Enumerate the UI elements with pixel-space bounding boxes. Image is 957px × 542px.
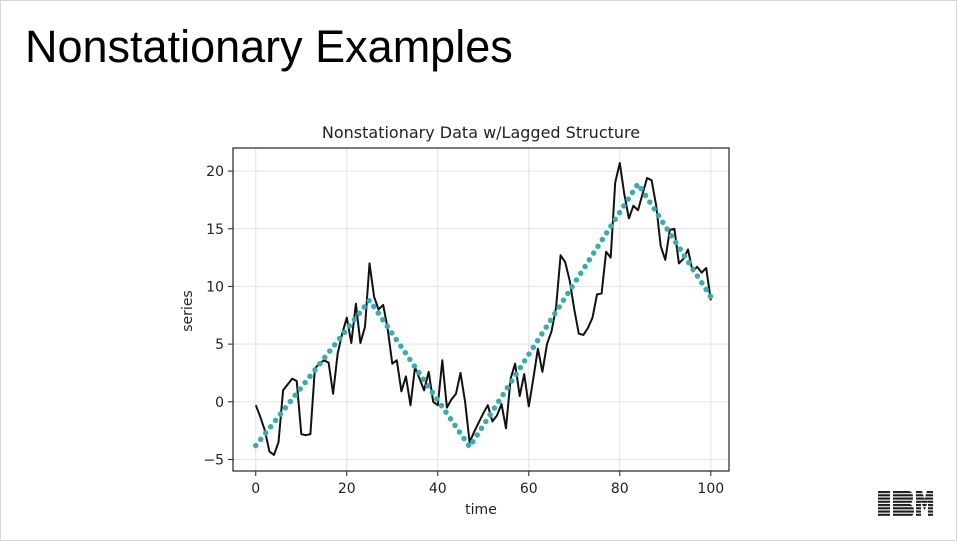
y-axis-label: series <box>180 290 196 331</box>
ticks: 0 20 40 60 80 100 −5 0 5 10 15 20 <box>203 164 724 497</box>
grid <box>233 148 729 471</box>
trend-line-dotted <box>253 181 714 450</box>
x-tick-label: 80 <box>611 481 629 497</box>
slide-title: Nonstationary Examples <box>25 21 513 72</box>
x-tick-label: 60 <box>520 481 538 497</box>
series-line <box>254 162 712 456</box>
x-tick-label: 100 <box>697 481 724 497</box>
y-tick-label: −5 <box>203 452 224 468</box>
y-tick-label: 15 <box>206 222 224 238</box>
y-tick-label: 0 <box>215 395 224 411</box>
x-axis-label: time <box>465 502 497 518</box>
axes-frame <box>232 147 730 472</box>
y-tick-label: 20 <box>206 164 224 180</box>
y-tick-label: 5 <box>215 337 224 353</box>
series-layer <box>253 162 714 456</box>
y-tick-label: 10 <box>206 279 224 295</box>
x-tick-label: 40 <box>429 481 447 497</box>
x-tick-label: 0 <box>251 481 260 497</box>
ibm-logo <box>878 491 933 517</box>
plot-frame <box>232 147 730 472</box>
chart-title: Nonstationary Data w/Lagged Structure <box>322 123 640 142</box>
x-tick-label: 20 <box>338 481 356 497</box>
